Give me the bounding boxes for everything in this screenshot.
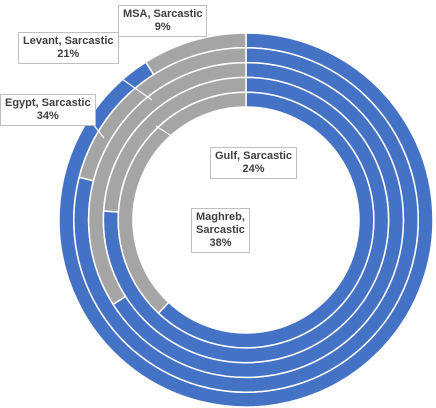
data-label-msa: MSA, Sarcastic 9% [118, 5, 208, 37]
data-label-gulf: Gulf, Sarcastic 24% [210, 147, 298, 179]
data-label-levant: Levant, Sarcastic 21% [18, 32, 119, 64]
data-label-maghreb: Maghreb, Sarcastic 38% [191, 208, 250, 253]
slice-maghreb-sarcastic [117, 91, 247, 315]
leader-line-msa [159, 37, 177, 45]
leader-line-gulf [155, 125, 213, 163]
leader-line-levant [91, 57, 153, 101]
data-label-egypt: Egypt, Sarcastic 34% [0, 94, 96, 126]
